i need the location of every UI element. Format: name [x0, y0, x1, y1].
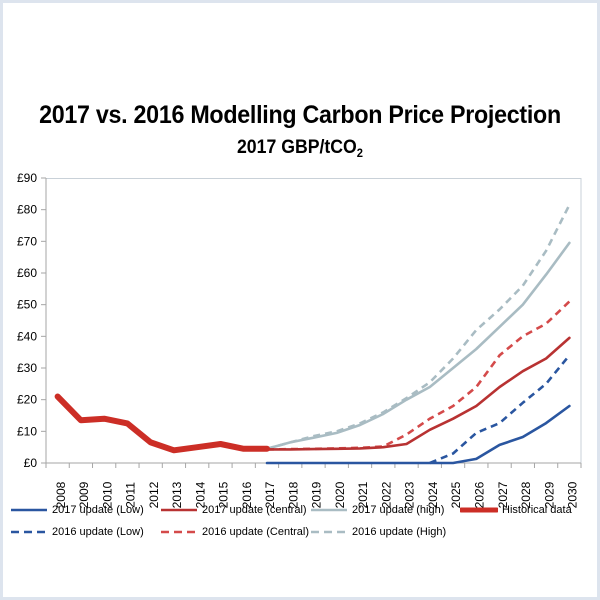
legend-label: 2017 update (central): [202, 504, 307, 516]
x-axis: 2008 2009 2010 2011 2012 2013 2014 2015 2016 2017…: [41, 462, 582, 508]
y-tick-label: £40: [17, 329, 37, 343]
x-tick-label: 2014: [193, 481, 207, 508]
x-tick-label: 2023: [403, 481, 417, 508]
series-2016-update-central: [266, 300, 571, 451]
x-tick-label: 2027: [496, 481, 510, 508]
x-tick-label: 2019: [310, 481, 324, 508]
legend-label: Historical data: [502, 504, 572, 516]
y-tick-label: £10: [17, 424, 37, 438]
x-tick-label: 2026: [472, 481, 486, 508]
legend-swatch: [11, 508, 47, 512]
series-historical-data: [54, 393, 270, 454]
y-tick-label: £90: [17, 171, 37, 185]
legend-label: 2016 update (Central): [202, 526, 310, 538]
x-tick-label: 2024: [426, 481, 440, 508]
series-line: [265, 404, 571, 465]
x-tick-label: 2011: [124, 482, 138, 508]
x-tick-label: 2008: [54, 481, 68, 508]
y-axis: £0 £10 £20 £30 £40 £50 £60 £70 £80 £90: [17, 171, 47, 470]
subtitle-text: 2017 GBP/tCO: [236, 137, 357, 158]
legend-swatch: [311, 530, 347, 534]
y-tick-label: £0: [24, 456, 38, 470]
series-2017-update-high: [265, 241, 571, 451]
legend-item: 2016 update (Central): [160, 526, 309, 538]
series-2017-update-low: [265, 404, 571, 465]
x-tick-label: 2020: [333, 481, 347, 508]
legend-swatch: [460, 507, 498, 513]
y-tick-label: £60: [17, 266, 37, 280]
x-tick-label: 2028: [519, 481, 533, 508]
x-tick-label: 2016: [240, 481, 254, 508]
series-layer: [54, 204, 571, 465]
legend-item: 2017 update (Low): [10, 504, 144, 516]
x-tick-label: 2022: [379, 481, 393, 508]
legend-label: 2017 update (Low): [52, 504, 144, 516]
y-tick-label: £20: [17, 393, 37, 407]
x-tick-label: 2017: [263, 481, 277, 508]
x-tick-label: 2015: [217, 481, 231, 508]
legend-item: 2016 update (Low): [10, 526, 144, 538]
legend-label: 2016 update (Low): [52, 526, 144, 538]
legend-item: 2017 update (central): [160, 504, 307, 516]
series-line: [266, 300, 571, 451]
legend-swatch: [311, 508, 347, 512]
x-tick-label: 2013: [170, 481, 184, 508]
y-tick-label: £30: [17, 361, 37, 375]
legend-label: 2016 update (High): [352, 526, 447, 538]
legend-swatch: [161, 508, 197, 512]
y-tick-label: £70: [17, 234, 37, 248]
series-line: [54, 393, 270, 454]
series-2016-update-high: [266, 204, 571, 451]
series-line: [265, 336, 571, 451]
x-tick-label: 2010: [100, 481, 114, 508]
legend-label: 2017 update (high): [352, 504, 445, 516]
legend-item: 2016 update (High): [310, 526, 446, 538]
x-tick-label: 2012: [147, 481, 161, 508]
subtitle-subscript: 2: [356, 146, 364, 160]
legend-swatch: [161, 530, 197, 534]
legend-item: 2017 update (high): [310, 504, 444, 516]
series-line: [429, 354, 571, 465]
x-tick-label: 2030: [566, 481, 580, 508]
series-line: [266, 204, 571, 451]
legend-swatch: [11, 530, 47, 534]
x-tick-label: 2029: [542, 481, 556, 508]
x-tick-label: 2018: [286, 481, 300, 508]
series-line: [265, 241, 571, 451]
x-tick-label: 2025: [449, 481, 463, 508]
chart-title: 2017 vs. 2016 Modelling Carbon Price Pro…: [39, 101, 561, 129]
chart-subtitle: 2017 GBP/tCO2: [21, 137, 579, 160]
x-tick-label: 2021: [356, 481, 370, 508]
y-tick-label: £80: [17, 203, 37, 217]
x-tick-label: 2009: [77, 481, 91, 508]
y-tick-label: £50: [17, 298, 37, 312]
legend-item: Historical data: [460, 504, 572, 516]
